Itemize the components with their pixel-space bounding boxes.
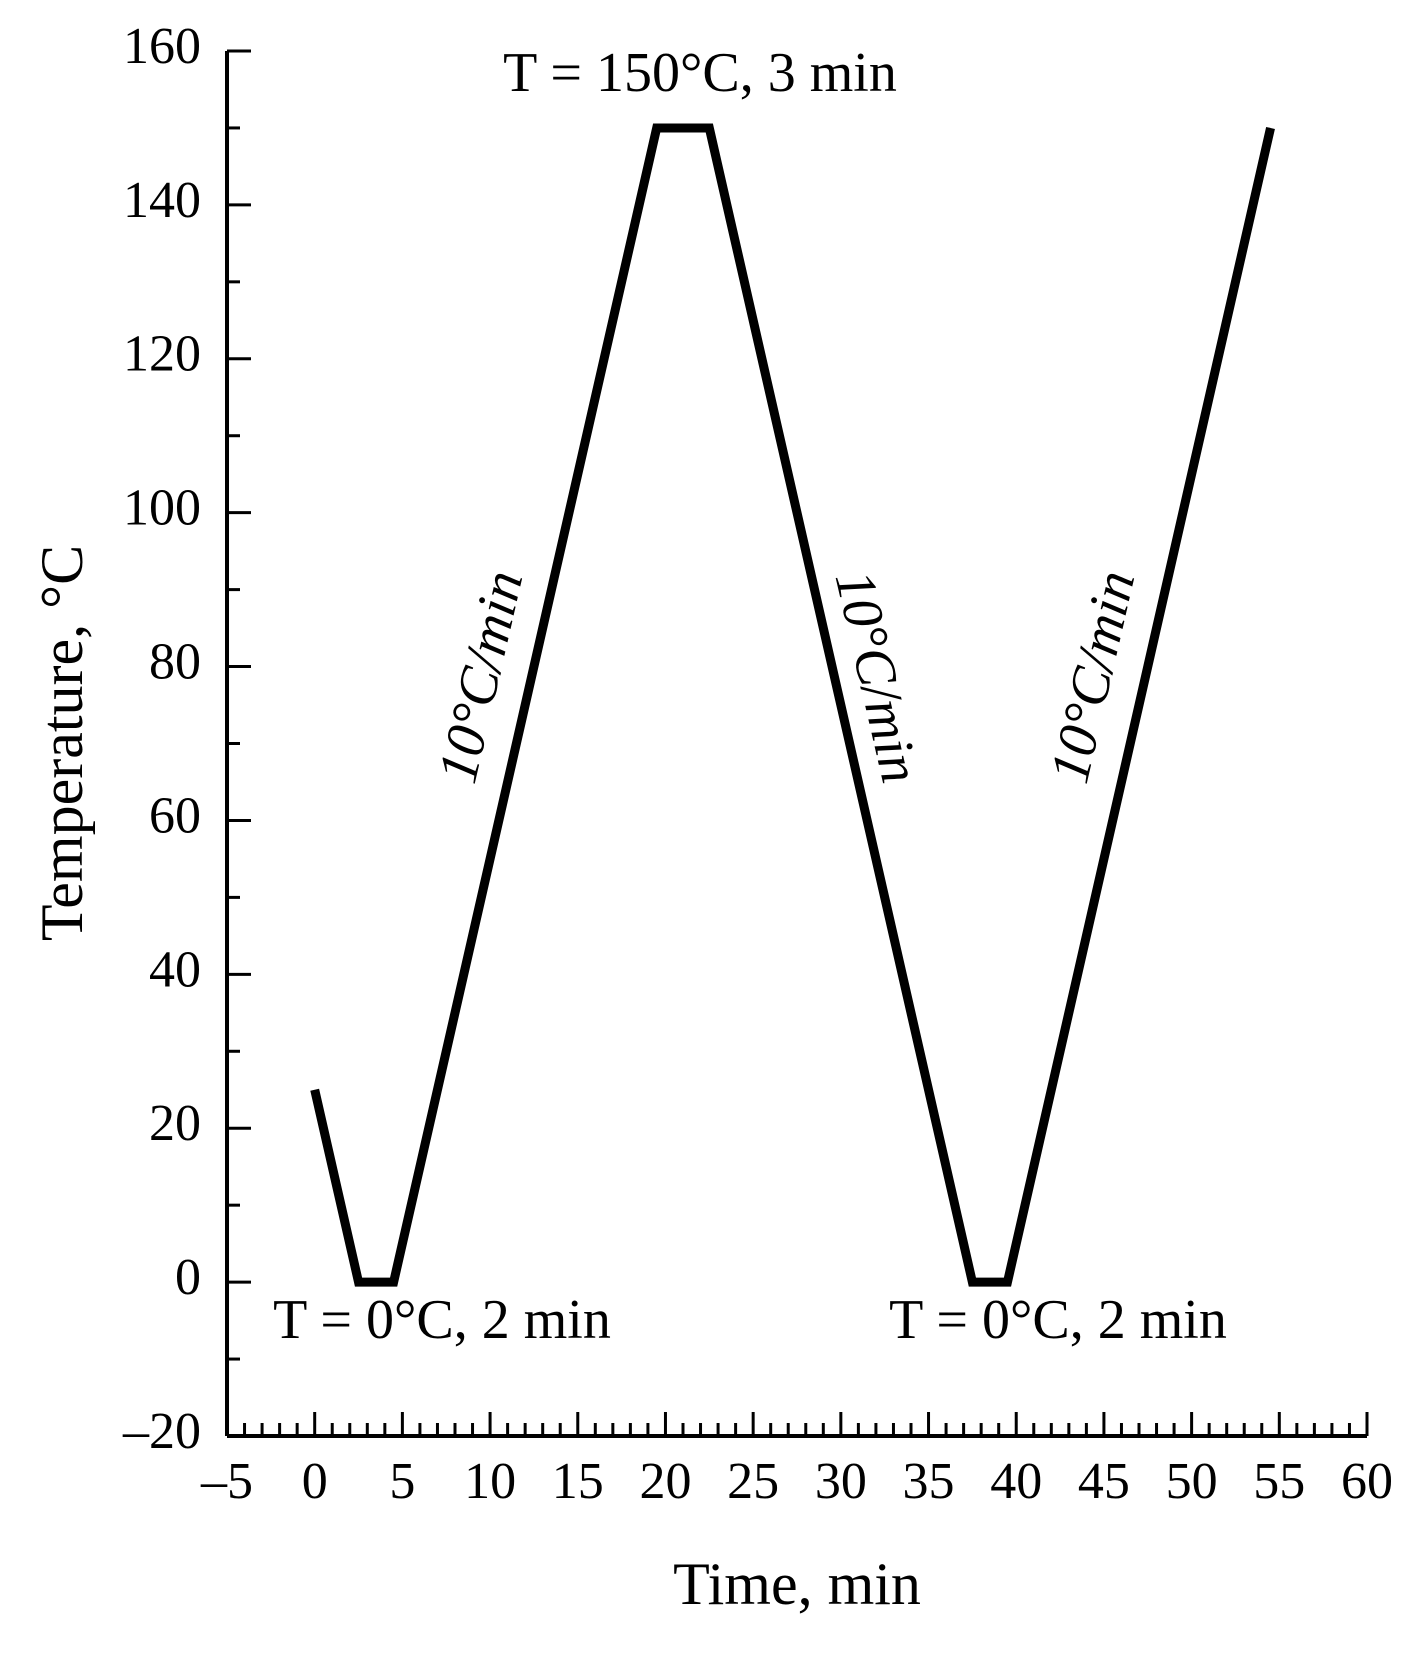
annotation: T = 0°C, 2 min	[273, 1289, 611, 1351]
x-tick-label: 60	[1341, 1453, 1393, 1510]
y-tick-label: 160	[123, 18, 201, 75]
y-tick-label: 140	[123, 172, 201, 229]
y-axis-label: Temperature, °C	[29, 545, 95, 941]
x-tick-label: 30	[815, 1453, 867, 1510]
annotation: T = 150°C, 3 min	[503, 42, 897, 104]
x-tick-label: –5	[200, 1453, 253, 1510]
x-tick-label: 5	[389, 1453, 415, 1510]
x-tick-label: 40	[990, 1453, 1042, 1510]
y-tick-label: 20	[149, 1095, 201, 1152]
x-tick-label: 0	[302, 1453, 328, 1510]
x-tick-label: 20	[639, 1453, 691, 1510]
x-tick-label: 35	[903, 1453, 955, 1510]
y-tick-label: 120	[123, 326, 201, 383]
y-tick-label: 100	[123, 480, 201, 537]
x-tick-label: 25	[727, 1453, 779, 1510]
y-tick-label: 80	[149, 633, 201, 690]
x-tick-label: 55	[1253, 1453, 1305, 1510]
x-tick-label: 15	[552, 1453, 604, 1510]
line	[310, 123, 1275, 1287]
y-tick-label: 40	[149, 941, 201, 998]
annotation: T = 0°C, 2 min	[889, 1289, 1227, 1351]
y-tick-label: 0	[175, 1249, 201, 1306]
y-tick-label: –20	[122, 1403, 201, 1460]
x-tick-label: 50	[1166, 1453, 1218, 1510]
y-tick-label: 60	[149, 787, 201, 844]
x-axis-label: Time, min	[673, 1551, 921, 1617]
x-tick-label: 45	[1078, 1453, 1130, 1510]
annotation: 10°C/min	[427, 565, 536, 789]
x-tick-label: 10	[464, 1453, 516, 1510]
